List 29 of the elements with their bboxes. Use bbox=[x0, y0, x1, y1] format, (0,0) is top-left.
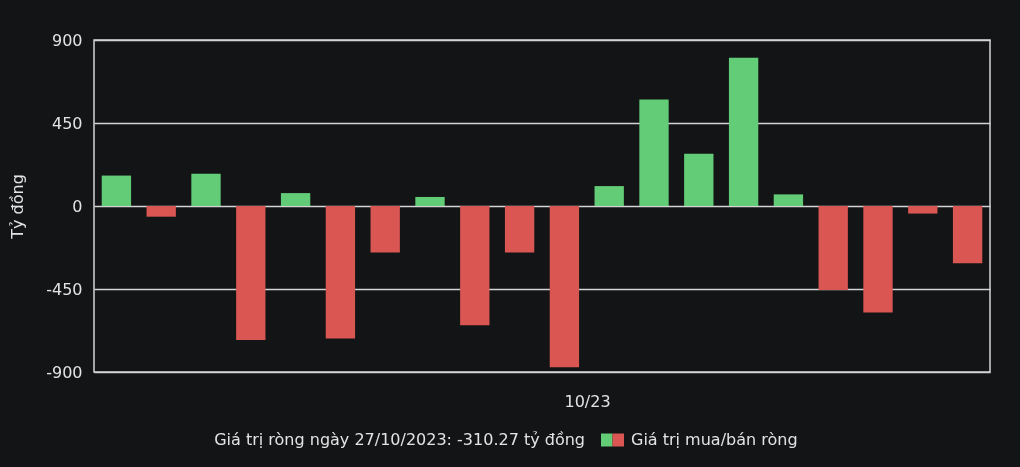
bar bbox=[280, 193, 311, 206]
bar bbox=[773, 194, 804, 206]
y-tick-label: 450 bbox=[51, 113, 83, 133]
y-tick-label: -900 bbox=[46, 362, 83, 382]
x-axis-title: 10/23 bbox=[564, 391, 611, 411]
y-tick-label: 900 bbox=[51, 30, 83, 50]
bar bbox=[728, 57, 759, 206]
y-tick-label: 0 bbox=[72, 196, 83, 216]
bar bbox=[818, 206, 848, 291]
bar bbox=[101, 175, 132, 206]
bar bbox=[146, 206, 176, 217]
bar bbox=[594, 186, 624, 206]
bar bbox=[415, 196, 445, 206]
bar bbox=[952, 206, 983, 264]
bar bbox=[639, 99, 669, 206]
text: Giá trị ròng ngày 27/10/2023: -310.27 tỷ đồng bbox=[214, 430, 585, 449]
bar bbox=[908, 206, 938, 214]
legend-label: Giá trị mua/bán ròng bbox=[631, 430, 798, 449]
bar bbox=[504, 206, 535, 253]
y-tick-label: -450 bbox=[46, 279, 83, 299]
bar bbox=[549, 206, 580, 368]
bar bbox=[236, 206, 266, 340]
bar bbox=[684, 153, 714, 206]
bar bbox=[191, 173, 221, 206]
bar bbox=[370, 206, 400, 253]
y-axis-title: Tỷ đồng bbox=[7, 174, 27, 240]
bar bbox=[325, 206, 356, 339]
bar bbox=[460, 206, 490, 326]
bar bbox=[863, 206, 893, 313]
